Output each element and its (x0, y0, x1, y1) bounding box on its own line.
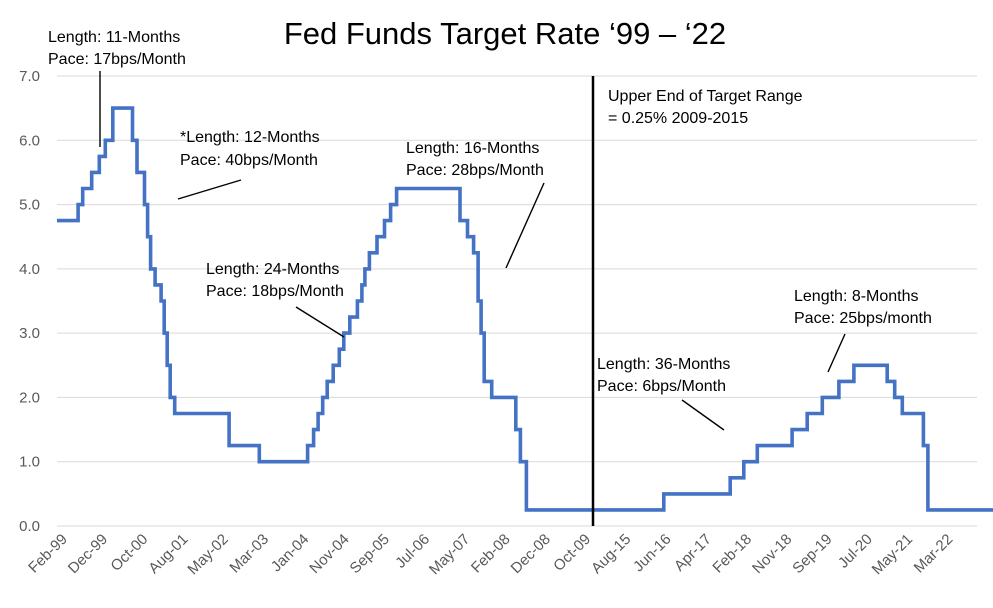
annotation-line: Length: 24-Months (206, 261, 339, 278)
annotation-line: Length: 16-Months (406, 140, 539, 157)
annotation-line: Length: 11-Months (48, 29, 180, 46)
y-tick-label: 6.0 (19, 132, 40, 149)
annotation-line: Length: 8-Months (794, 288, 919, 305)
y-tick-label: 1.0 (19, 454, 40, 471)
x-tick-label: Sep-19 (789, 531, 835, 577)
chart-title: Fed Funds Target Rate ‘99 – ‘22 (284, 16, 726, 51)
annotation-8-months: Length: 8-Months Pace: 25bps/month (794, 288, 932, 327)
callout-line-4 (505, 182, 545, 269)
x-tick-label: Aug-15 (588, 531, 634, 577)
y-axis-ticks: 0.0 1.0 2.0 3.0 4.0 5.0 6.0 7.0 (19, 68, 40, 535)
x-tick-label: Nov-04 (306, 531, 352, 577)
y-tick-label: 2.0 (19, 389, 40, 406)
annotation-36-months: Length: 36-Months Pace: 6bps/Month (597, 356, 730, 395)
callout-line-2 (177, 179, 242, 200)
x-tick-label: May-07 (426, 531, 473, 578)
callout-lines (99, 71, 846, 431)
x-tick-label: Sep-05 (347, 531, 393, 577)
annotation-24-months: Length: 24-Months Pace: 18bps/Month (206, 261, 344, 300)
annotation-11-months: Length: 11-Months Pace: 17bps/Month (48, 29, 186, 68)
x-tick-label: Nov-18 (749, 531, 795, 577)
annotation-line: Pace: 28bps/Month (406, 162, 544, 179)
y-tick-label: 0.0 (19, 518, 40, 535)
callout-line-6 (827, 333, 846, 373)
x-tick-label: Dec-08 (508, 531, 554, 577)
y-tick-label: 4.0 (19, 261, 40, 278)
callout-line-3 (295, 306, 345, 338)
x-tick-label: Oct-09 (550, 531, 594, 575)
annotation-12-months: *Length: 12-Months Pace: 40bps/Month (180, 129, 320, 169)
x-tick-label: Apr-17 (671, 531, 715, 575)
x-tick-label: May-02 (184, 531, 231, 578)
x-tick-label: Jun-16 (630, 531, 674, 575)
x-tick-label: Oct-00 (107, 531, 151, 575)
annotation-16-months: Length: 16-Months Pace: 28bps/Month (406, 140, 544, 179)
y-tick-label: 7.0 (19, 68, 40, 85)
x-tick-label: Jan-04 (268, 531, 312, 575)
annotation-line: Pace: 40bps/Month (180, 152, 318, 169)
callout-line-5 (681, 399, 725, 431)
x-axis-ticks: Feb-99Dec-99Oct-00Aug-01May-02Mar-03Jan-… (25, 531, 956, 578)
x-tick-label: Feb-18 (709, 531, 755, 577)
annotation-line: Pace: 25bps/month (794, 310, 932, 327)
x-tick-label: Dec-99 (65, 531, 111, 577)
annotation-target-range: Upper End of Target Range = 0.25% 2009-2… (608, 88, 803, 127)
annotation-line: Length: 36-Months (597, 356, 730, 373)
x-tick-label: Aug-01 (145, 531, 191, 577)
annotation-line: *Length: 12-Months (180, 129, 320, 146)
x-tick-label: Mar-03 (226, 531, 272, 577)
x-tick-label: Mar-22 (911, 531, 957, 577)
y-tick-label: 5.0 (19, 197, 40, 214)
annotation-line: Pace: 17bps/Month (48, 51, 186, 68)
x-tick-label: May-21 (869, 531, 916, 578)
annotation-line: Pace: 6bps/Month (597, 378, 726, 395)
annotation-line: Upper End of Target Range (608, 88, 803, 105)
x-tick-label: Feb-08 (468, 531, 514, 577)
annotation-line: = 0.25% 2009-2015 (608, 110, 748, 127)
rate-series-line (57, 106, 993, 512)
annotation-line: Pace: 18bps/Month (206, 283, 344, 300)
y-tick-label: 3.0 (19, 325, 40, 342)
x-tick-label: Feb-99 (25, 531, 71, 577)
